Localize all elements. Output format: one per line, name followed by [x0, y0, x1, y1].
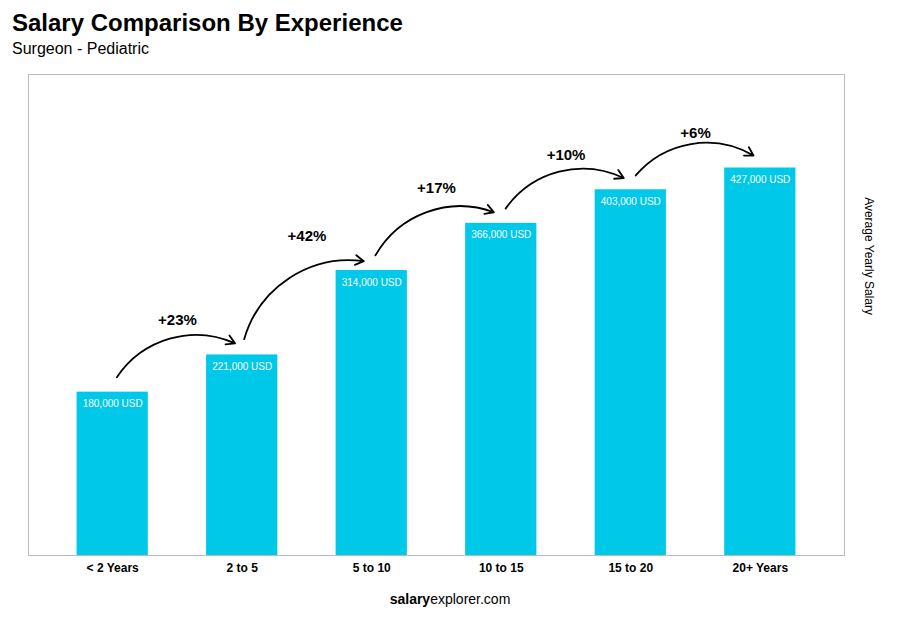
- svg-text:5 to 10: 5 to 10: [353, 561, 391, 575]
- svg-text:180,000 USD: 180,000 USD: [83, 398, 143, 409]
- svg-text:15 to 20: 15 to 20: [608, 561, 653, 575]
- svg-text:+42%: +42%: [288, 227, 327, 244]
- svg-text:314,000 USD: 314,000 USD: [342, 277, 402, 288]
- html-text:Surgeon - Pediatric: Surgeon - Pediatric: [12, 40, 149, 57]
- svg-text:+23%: +23%: [158, 311, 197, 328]
- svg-text:427,000 USD: 427,000 USD: [730, 174, 790, 185]
- svg-text:221,000 USD: 221,000 USD: [212, 361, 272, 372]
- svg-text:+17%: +17%: [417, 179, 456, 196]
- svg-text:403,000 USD: 403,000 USD: [601, 196, 661, 207]
- svg-text:2 to 5: 2 to 5: [227, 561, 259, 575]
- svg-text:Average Yearly Salary: Average Yearly Salary: [862, 197, 876, 315]
- svg-text:+10%: +10%: [547, 146, 586, 163]
- svg-text:+6%: +6%: [680, 124, 710, 141]
- svg-text:10 to 15: 10 to 15: [479, 561, 524, 575]
- html-text:Salary Comparison By Experienc: Salary Comparison By Experience: [12, 9, 403, 36]
- html-text:salary explorer.com: salary explorer.com: [389, 591, 511, 607]
- svg-text:20+ Years: 20+ Years: [733, 561, 789, 575]
- svg-text:366,000 USD: 366,000 USD: [471, 229, 531, 240]
- svg-text:< 2 Years: < 2 Years: [87, 561, 139, 575]
